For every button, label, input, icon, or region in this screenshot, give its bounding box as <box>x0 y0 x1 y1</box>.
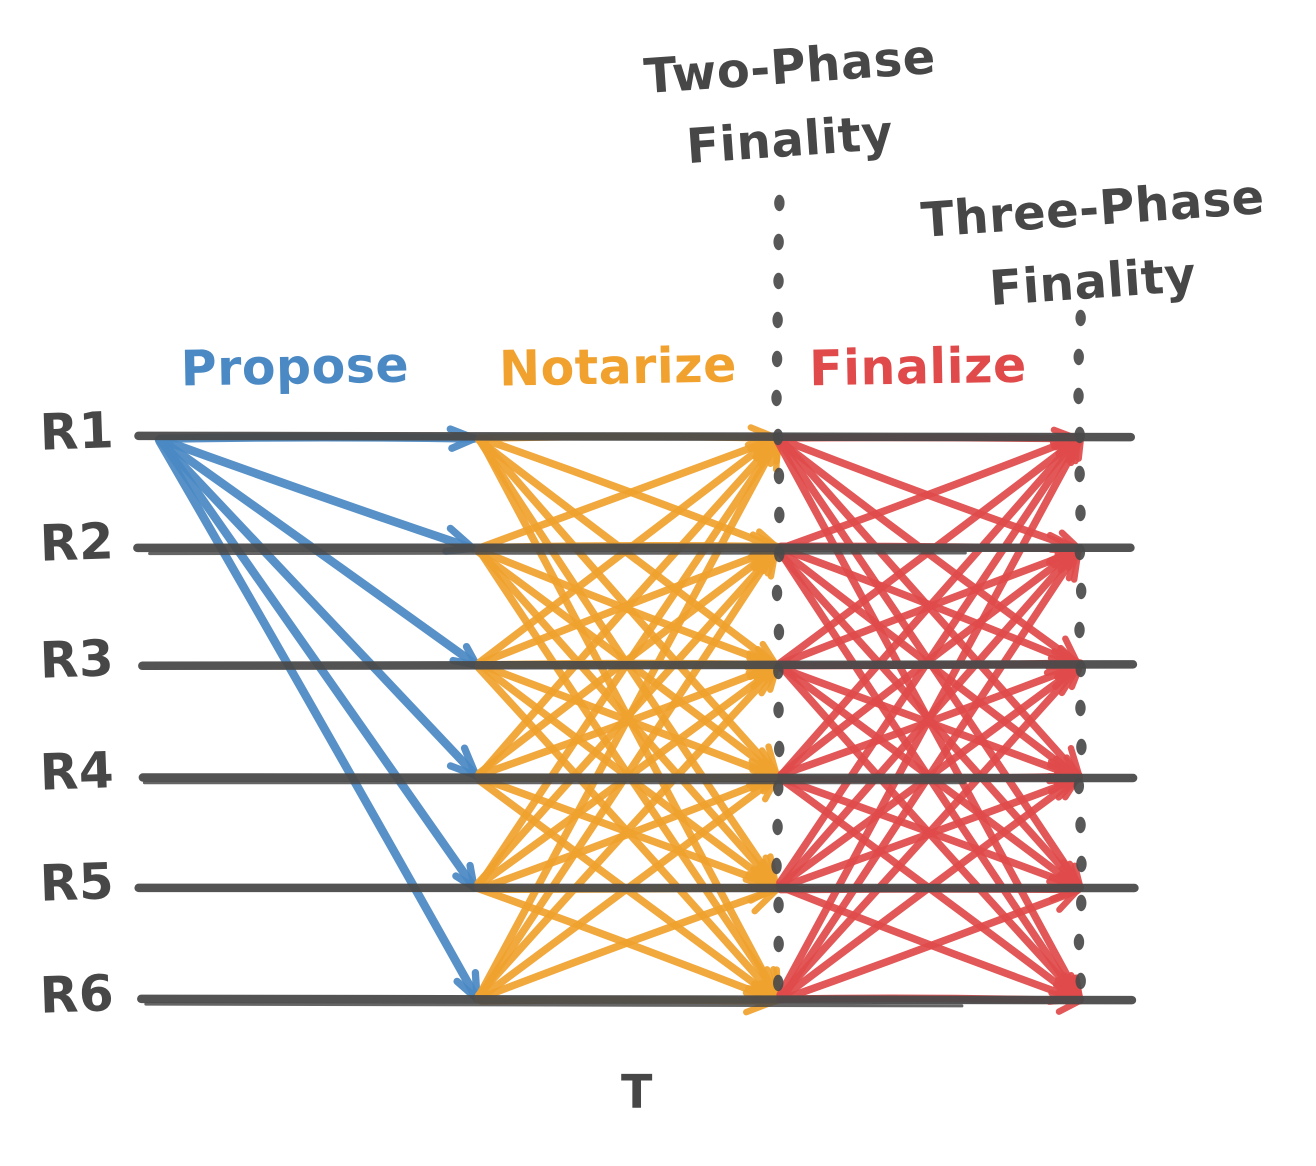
arrow-layer <box>154 424 1085 1016</box>
arrow-shaft <box>475 544 780 1001</box>
finality-marker-dot <box>1074 465 1085 483</box>
finality-marker-dot <box>773 272 784 290</box>
axis-label-time: T <box>621 1065 653 1119</box>
arrow-shaft <box>777 886 1082 1004</box>
arrow-shaft <box>155 436 482 1004</box>
finality-marker-dot <box>773 701 784 719</box>
finality-marker-dot <box>1076 894 1087 912</box>
finality-marker-dot <box>1075 309 1086 327</box>
replica-timeline <box>138 660 1138 671</box>
finality-marker-dot <box>1073 387 1084 405</box>
two-phase-finality-caption-line1: Two-Phase <box>642 29 937 105</box>
arrow-shaft <box>776 660 1085 1001</box>
replica-label-r2: R2 <box>39 512 115 573</box>
arrow-shaft <box>474 664 781 999</box>
finality-marker-dot <box>1076 738 1087 756</box>
finality-marker-dot <box>1075 582 1087 600</box>
finality-marker-dot <box>1073 777 1085 795</box>
arrow-shaft <box>474 435 782 1002</box>
arrow-head <box>751 885 781 915</box>
finality-marker-dot <box>1075 816 1086 834</box>
replica-label-r4: R4 <box>39 741 115 802</box>
two-phase-finality-caption-line2: Finality <box>685 105 895 175</box>
phase-label-finalize: Finalize <box>809 337 1028 398</box>
replica-label-r1: R1 <box>39 401 115 462</box>
finality-marker-dot <box>773 896 784 914</box>
finality-marker-dot <box>771 584 783 602</box>
replica-timeline-shadow <box>148 551 967 556</box>
replica-timeline <box>137 994 1137 1005</box>
finality-marker-dot <box>773 623 785 641</box>
arrow-head <box>1056 887 1081 913</box>
arrow-shaft <box>777 432 1083 779</box>
three-phase-finality-caption-line1: Three-Phase <box>919 169 1266 249</box>
arrow-shaft <box>476 436 781 778</box>
finality-marker-dot <box>1074 426 1085 444</box>
replica-timeline <box>133 543 1135 553</box>
arrow-head <box>1050 546 1082 569</box>
finality-marker-dot <box>771 389 782 407</box>
finality-marker-layer <box>771 194 1087 992</box>
finality-marker-dot <box>773 662 784 680</box>
finality-marker-dot <box>774 740 785 758</box>
finality-marker-dot <box>773 779 784 797</box>
finality-marker-dot <box>1074 543 1086 561</box>
finality-marker-dot <box>771 350 783 368</box>
finality-marker-dot <box>1073 348 1084 366</box>
finality-marker-dot <box>771 857 782 875</box>
finality-marker-dot <box>1075 504 1086 522</box>
arrow-shaft <box>477 434 781 552</box>
arrow-shaft <box>154 435 481 780</box>
finality-marker-dot <box>773 935 784 953</box>
replica-timeline <box>138 772 1138 783</box>
finality-marker-dot <box>1075 660 1086 678</box>
arrow-shaft <box>777 433 1081 553</box>
finality-marker-dot <box>773 467 785 485</box>
finality-marker-dot <box>1073 933 1085 951</box>
finality-marker-dot <box>774 194 785 212</box>
arrow-shaft <box>477 772 782 893</box>
replica-label-r6: R6 <box>39 964 115 1025</box>
phase-label-notarize: Notarize <box>499 336 738 397</box>
three-phase-finality-caption-line2: Finality <box>988 247 1198 317</box>
arrow-shaft <box>155 434 478 553</box>
arrow-shaft <box>776 433 1085 999</box>
replica-timeline-shadow <box>144 1002 964 1008</box>
finality-marker-dot <box>1074 621 1085 639</box>
message-arrow <box>154 435 481 780</box>
finality-marker-dot <box>773 233 784 251</box>
finality-marker-dot <box>1075 972 1086 990</box>
finality-marker-dot <box>772 428 784 446</box>
finality-marker-dot <box>1076 855 1087 873</box>
finality-marker-dot <box>774 506 785 524</box>
finality-marker-dot <box>772 818 783 836</box>
finality-marker-dot <box>1075 699 1086 717</box>
replica-timeline <box>134 431 1136 442</box>
finality-marker-dot <box>772 311 783 329</box>
finality-marker-dot <box>774 545 785 563</box>
arrow-shaft <box>474 885 782 1003</box>
replica-timeline-layer <box>133 431 1139 1008</box>
finality-marker-dot <box>773 974 784 992</box>
phase-label-propose: Propose <box>180 337 409 398</box>
replica-label-r3: R3 <box>39 629 115 690</box>
replica-label-r5: R5 <box>39 852 115 913</box>
